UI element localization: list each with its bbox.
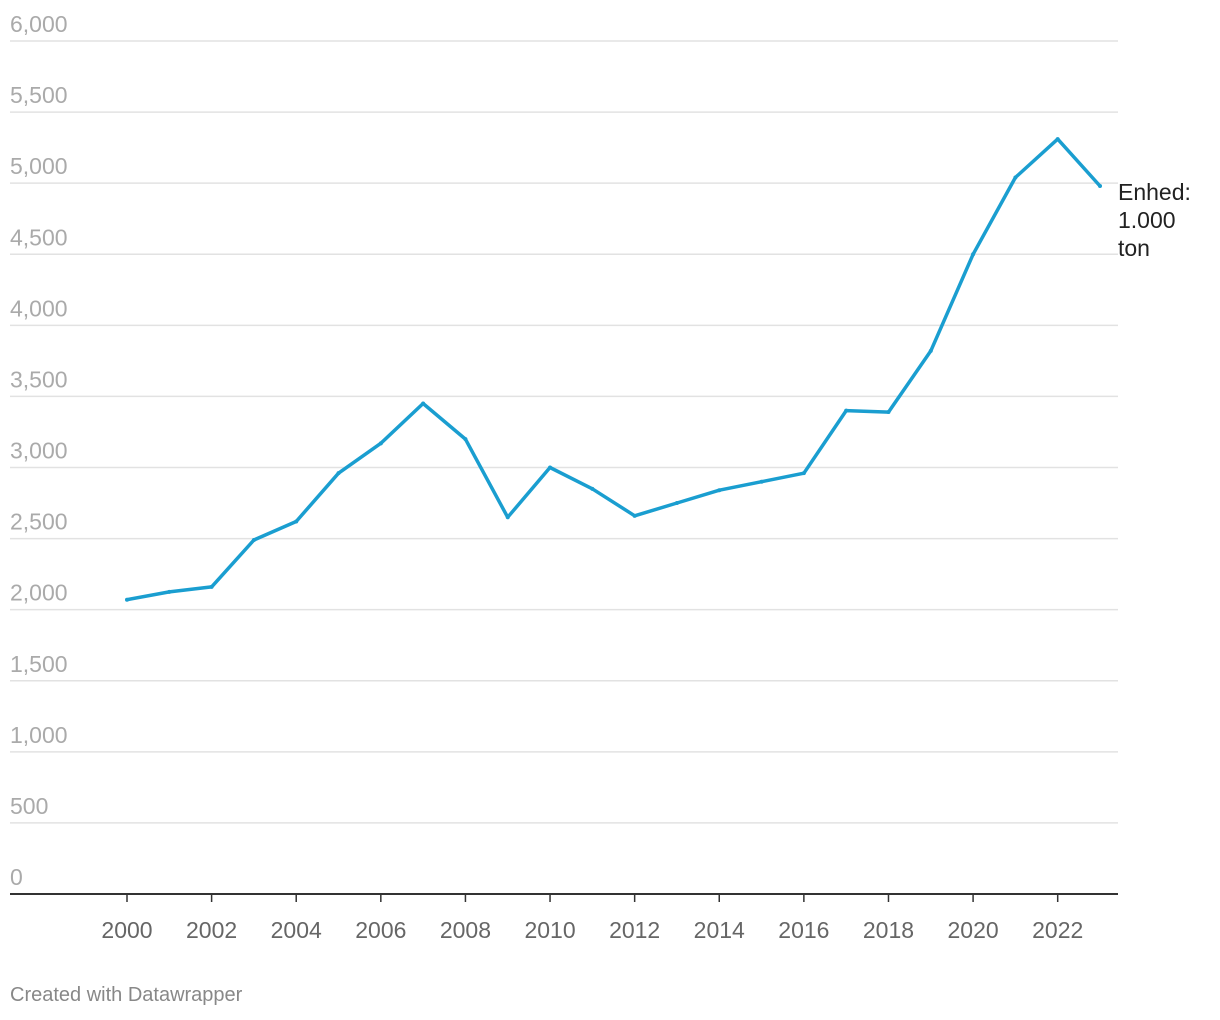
data-point xyxy=(336,471,341,476)
unit-annotation-line: 1.000 xyxy=(1118,207,1176,233)
unit-annotation-line: Enhed: xyxy=(1118,179,1191,205)
x-tick-label: 2002 xyxy=(186,917,237,943)
y-tick-label: 3,500 xyxy=(10,366,68,392)
data-point xyxy=(674,501,679,506)
data-point xyxy=(294,519,299,524)
data-point xyxy=(632,513,637,518)
y-tick-label: 3,000 xyxy=(10,438,68,464)
x-tick-label: 2018 xyxy=(863,917,914,943)
data-point xyxy=(759,479,764,484)
series-line xyxy=(125,137,1102,602)
x-tick-label: 2010 xyxy=(524,917,575,943)
series-layer xyxy=(125,137,1102,602)
data-point xyxy=(421,401,426,406)
data-point xyxy=(1098,184,1102,189)
x-tick-label: 2016 xyxy=(778,917,829,943)
x-tick-label: 2022 xyxy=(1032,917,1083,943)
y-tick-label: 5,000 xyxy=(10,153,68,179)
x-tick-label: 2004 xyxy=(271,917,322,943)
x-tick-label: 2008 xyxy=(440,917,491,943)
data-point xyxy=(886,410,891,415)
y-tick-label: 1,500 xyxy=(10,651,68,677)
x-tick-label: 2000 xyxy=(101,917,152,943)
y-tick-label: 4,000 xyxy=(10,295,68,321)
data-point xyxy=(378,441,383,446)
line-chart: 0 500 1,000 1,500 2,000 2,500 3,000 3,500 4,000 4… xyxy=(10,11,1191,943)
data-point xyxy=(167,589,172,594)
y-tick-label: 500 xyxy=(10,793,48,819)
data-point xyxy=(717,488,722,493)
gridlines xyxy=(10,40,1118,824)
data-point xyxy=(590,486,595,491)
x-axis: 2000 2002 2004 2006 2008 2010 2012 2014 2016 2018… xyxy=(10,893,1118,943)
y-tick-label: 2,500 xyxy=(10,509,68,535)
y-tick-label: 2,000 xyxy=(10,580,68,606)
x-tick-label: 2014 xyxy=(694,917,745,943)
unit-annotation: Enhed: 1.000 ton xyxy=(1118,179,1191,261)
y-tick-label: 1,000 xyxy=(10,722,68,748)
data-point xyxy=(548,465,553,470)
y-tick-label: 0 xyxy=(10,864,23,890)
data-point xyxy=(1013,175,1018,180)
data-point xyxy=(844,408,849,413)
unit-annotation-line: ton xyxy=(1118,235,1150,261)
data-point xyxy=(1055,137,1060,142)
data-point xyxy=(251,538,256,543)
x-tick-label: 2012 xyxy=(609,917,660,943)
x-tick-label: 2020 xyxy=(948,917,999,943)
data-point xyxy=(209,584,214,589)
y-axis-tick-labels: 0 500 1,000 1,500 2,000 2,500 3,000 3,500 4,000 4… xyxy=(10,11,68,890)
data-point xyxy=(505,515,510,520)
data-point xyxy=(801,471,806,476)
y-tick-label: 4,500 xyxy=(10,224,68,250)
data-point xyxy=(971,252,976,257)
data-point xyxy=(125,597,129,602)
y-tick-label: 5,500 xyxy=(10,82,68,108)
data-point xyxy=(928,348,933,353)
x-tick-label: 2006 xyxy=(355,917,406,943)
data-point xyxy=(463,437,468,442)
y-tick-label: 6,000 xyxy=(10,11,68,37)
footer-credit: Created with Datawrapper xyxy=(10,984,243,1006)
